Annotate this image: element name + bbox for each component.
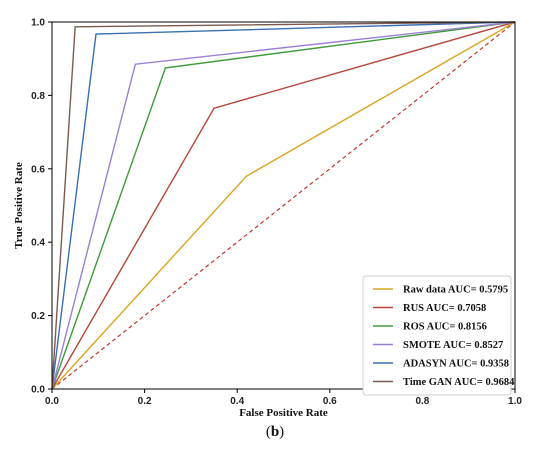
roc-series-line-4	[51, 21, 516, 390]
legend-label-4: SMOTE AUC= 0.8527	[403, 340, 503, 351]
reference-diagonal-line	[51, 21, 516, 390]
y-tick-label: 0.6	[31, 164, 45, 175]
x-axis-label: False Positive Rate	[239, 407, 328, 419]
y-tick-label: 1.0	[31, 18, 45, 29]
figure-caption: (b)	[0, 424, 550, 441]
x-tick-label: 0.4	[230, 396, 244, 407]
roc-series-line-6	[51, 21, 516, 390]
roc-series-line-2	[51, 21, 516, 390]
legend-box	[362, 275, 512, 396]
y-tick-label: 0.0	[31, 385, 45, 396]
y-tick-label: 0.4	[31, 238, 45, 249]
legend-label-5: ADASYN AUC= 0.9358	[403, 359, 509, 370]
x-tick-label: 0.6	[323, 396, 337, 407]
legend-label-1: Raw data AUC= 0.5795	[403, 285, 508, 296]
y-tick-label: 0.2	[31, 311, 45, 322]
caption-close: )	[279, 424, 285, 440]
plot-frame	[51, 21, 516, 390]
axis-layer: 0.0 0.2 0.4 0.6 0.8 1.0 0.0 0.2 0.4 0.6 0.8 1.0	[31, 18, 522, 408]
legend: Raw data AUC= 0.5795 RUS AUC= 0.7058 ROS A…	[362, 275, 515, 396]
x-tick-label: 1.0	[508, 396, 522, 407]
legend-label-6: Time GAN AUC= 0.9684	[403, 377, 515, 388]
caption-open: (	[265, 424, 271, 440]
roc-series-line-1	[51, 21, 516, 390]
legend-label-3: ROS AUC= 0.8156	[403, 322, 487, 333]
caption-letter: b	[270, 424, 280, 440]
x-tick-label: 0.2	[138, 396, 152, 407]
x-tick-label: 0.0	[45, 396, 59, 407]
legend-label-2: RUS AUC= 0.7058	[403, 303, 486, 314]
y-tick-label: 0.8	[31, 91, 45, 102]
y-axis-label: True Positive Rate	[13, 162, 25, 249]
plot-layer	[51, 21, 516, 390]
x-tick-label: 0.8	[415, 396, 429, 407]
roc-series-line-5	[51, 21, 516, 390]
roc-series-line-3	[51, 21, 516, 390]
